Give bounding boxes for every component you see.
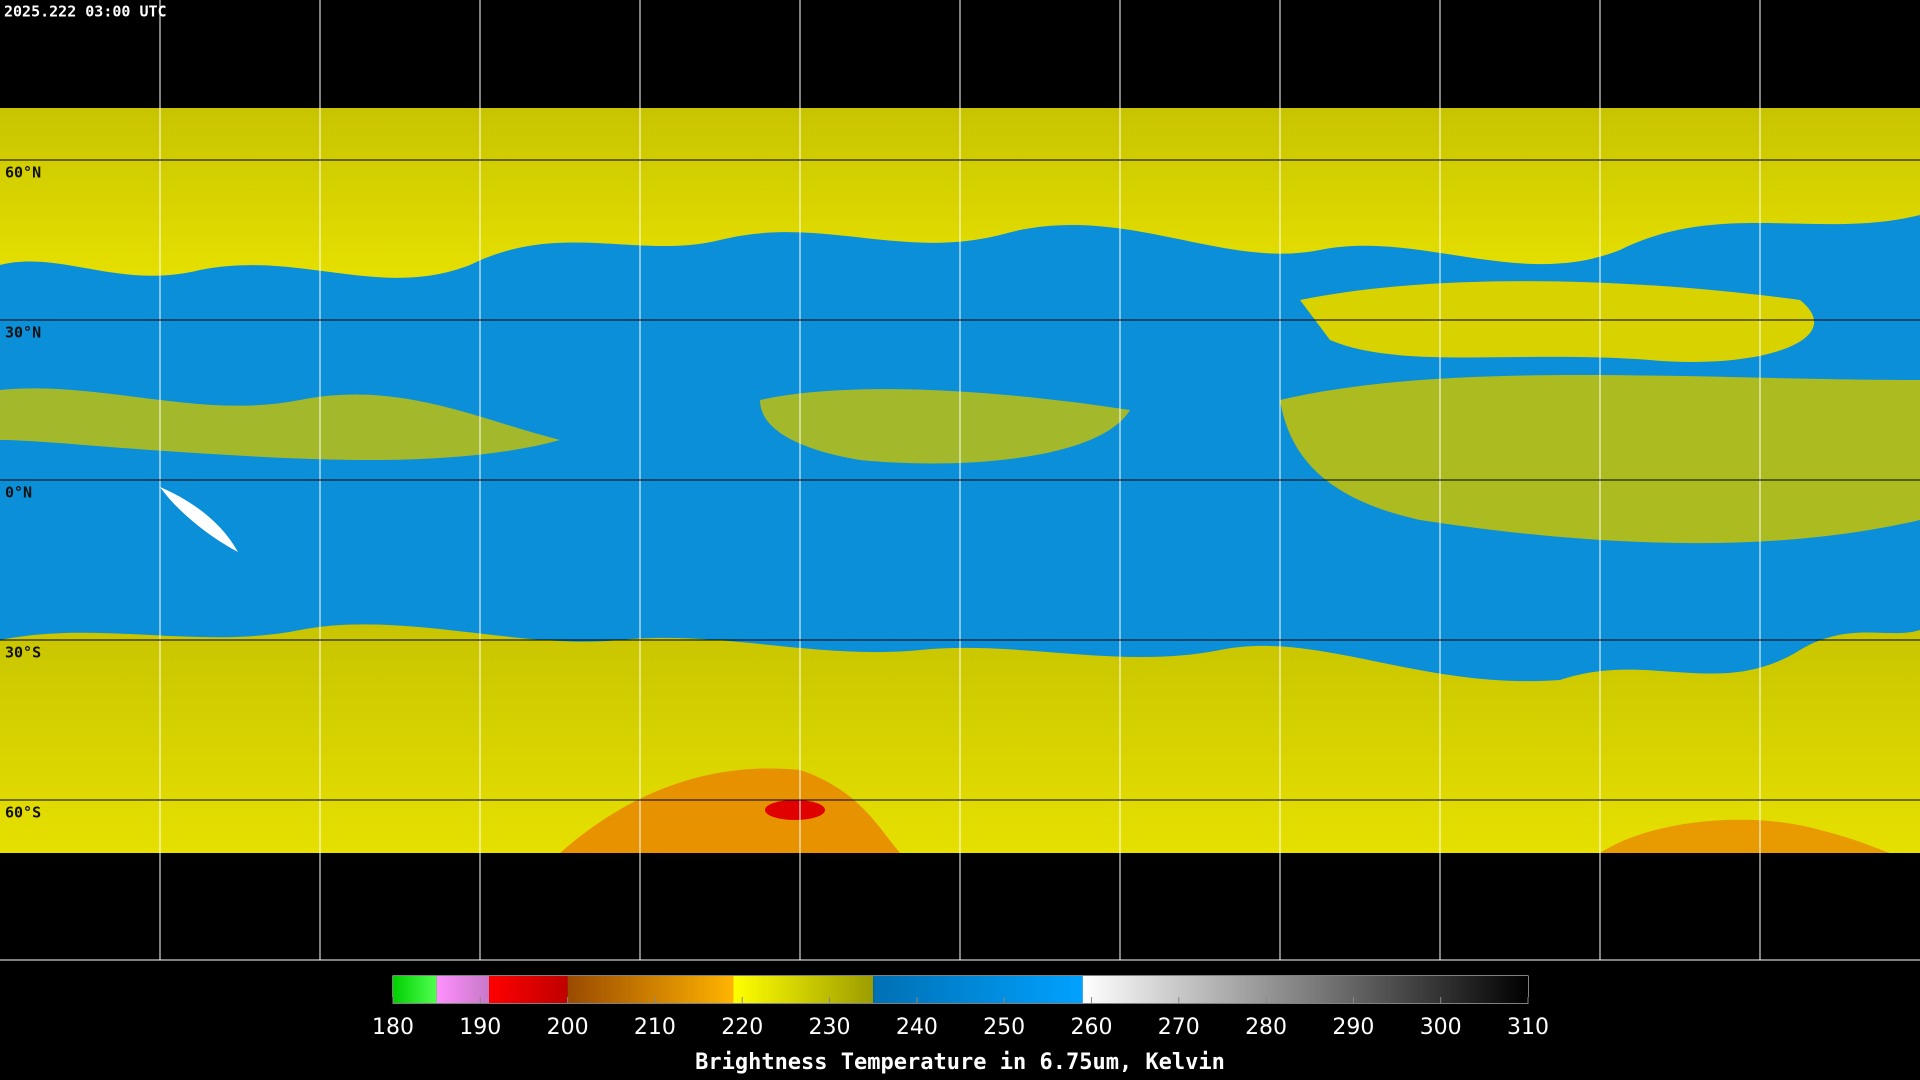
- colorbar: 180 190 200 210 220 230 240 250 260 270 280 290 300 3…: [372, 976, 1549, 1040]
- lat-label: 0°N: [5, 484, 32, 502]
- colorbar-tick-label: 280: [1245, 1015, 1287, 1040]
- colorbar-tick-label: 250: [983, 1015, 1025, 1040]
- lat-label: 30°N: [5, 324, 41, 342]
- colorbar-tick-label: 180: [372, 1015, 414, 1040]
- cloud-band: [760, 389, 1130, 464]
- lat-label: 60°S: [5, 804, 41, 822]
- dry-spot: [160, 487, 238, 552]
- graticule: [0, 0, 1920, 961]
- cloud-band: [1300, 281, 1815, 362]
- colorbar-segment: [873, 976, 1083, 1003]
- warm-region: [1600, 819, 1890, 853]
- colorbar-tick-label: 210: [634, 1015, 676, 1040]
- timestamp: 2025.222 03:00 UTC: [4, 3, 167, 21]
- lat-label: 60°N: [5, 164, 41, 182]
- colorbar-segment: [733, 976, 874, 1003]
- colorbar-tick-label: 240: [896, 1015, 938, 1040]
- latitude-labels: 60°N 30°N 0°N 30°S 60°S: [5, 164, 41, 822]
- colorbar-segment: [489, 976, 568, 1003]
- cloud-band: [0, 388, 560, 460]
- colorbar-tick-label: 230: [809, 1015, 851, 1040]
- colorbar-tick-label: 300: [1420, 1015, 1462, 1040]
- colorbar-tick-label: 290: [1332, 1015, 1374, 1040]
- colorbar-tick-label: 260: [1070, 1015, 1112, 1040]
- colorbar-tick-label: 190: [459, 1015, 501, 1040]
- warm-region: [560, 768, 900, 853]
- colorbar-segment: [1082, 976, 1528, 1003]
- colorbar-segment: [567, 976, 734, 1003]
- colorbar-title: Brightness Temperature in 6.75um, Kelvin: [695, 1050, 1225, 1075]
- colorbar-segment: [393, 976, 437, 1003]
- colorbar-tick-label: 310: [1507, 1015, 1549, 1040]
- lat-label: 30°S: [5, 644, 41, 662]
- colorbar-tick-label: 220: [721, 1015, 763, 1040]
- colorbar-tick-label: 200: [547, 1015, 589, 1040]
- colorbar-segment: [436, 976, 490, 1003]
- colorbar-tick-label: 270: [1158, 1015, 1200, 1040]
- warm-core: [765, 800, 825, 820]
